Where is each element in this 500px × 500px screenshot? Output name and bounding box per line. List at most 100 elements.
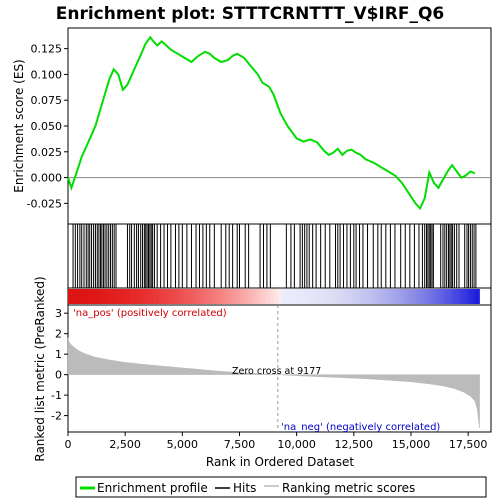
- x-tick-label: 7,500: [224, 438, 256, 451]
- heatbar-segment: [475, 289, 480, 304]
- heatbar-segment: [348, 289, 353, 304]
- x-tick-label: 17,500: [449, 438, 488, 451]
- x-tick-label: 0: [65, 438, 72, 451]
- heatbar-segment: [198, 289, 203, 304]
- heatbar-segment: [228, 289, 233, 304]
- heatbar-segment: [154, 289, 159, 304]
- heatbar-segment: [183, 289, 189, 304]
- heatbar-segment: [131, 289, 136, 304]
- heatbar-segment: [299, 289, 305, 304]
- heatbar-segment: [468, 289, 473, 304]
- heatbar-segment: [142, 289, 147, 304]
- metric-y-tick-label: 0: [55, 369, 62, 382]
- es-y-tick-label: 0.100: [31, 68, 63, 81]
- heatbar-segment: [101, 289, 106, 304]
- x-tick-label: 5,000: [167, 438, 199, 451]
- heatbar-segment: [363, 289, 368, 304]
- es-y-tick-label: 0.025: [31, 146, 63, 159]
- heatbar-segment: [281, 289, 286, 304]
- heatbar-segment: [71, 289, 76, 304]
- annotation-na-neg: 'na_neg' (negatively correlated): [281, 422, 440, 433]
- heatbar-segment: [120, 289, 125, 304]
- heatbar-segment: [393, 289, 398, 304]
- enrichment-panel-frame: [67, 27, 492, 225]
- heatbar-segment: [105, 289, 110, 304]
- heatbar-segment: [127, 289, 132, 304]
- heatbar-segment: [258, 289, 263, 304]
- heatbar-segment: [460, 289, 465, 304]
- heatbar-segment: [464, 289, 469, 304]
- heatbar-segment: [94, 289, 99, 304]
- heatbar-segment: [333, 289, 338, 304]
- heatbar-segment: [292, 289, 297, 304]
- heatbar-segment: [400, 289, 406, 304]
- heatbar-segment: [187, 289, 192, 304]
- heatbar-segment: [344, 289, 349, 304]
- x-tick-label: 15,000: [392, 438, 431, 451]
- heatbar-segment: [262, 289, 267, 304]
- heatbar-segment: [378, 289, 383, 304]
- hits-layer: [72, 224, 477, 288]
- x-tick-label: 12,500: [335, 438, 374, 451]
- heatbar-segment: [408, 289, 413, 304]
- heatbar-segment: [453, 289, 458, 304]
- heatbar-segment: [337, 289, 342, 304]
- heatbar-segment: [423, 289, 428, 304]
- heatbar-segment: [285, 289, 290, 304]
- es-y-tick-label: 0.125: [31, 43, 63, 56]
- heatbar-segment: [311, 289, 316, 304]
- metric-layer: [67, 305, 480, 432]
- heatbar-segment: [172, 289, 177, 304]
- heatbar-segment: [90, 289, 95, 304]
- heatbar-segment: [322, 289, 327, 304]
- x-tick-label: 2,500: [109, 438, 141, 451]
- heatbar-segment: [356, 289, 361, 304]
- es-y-tick-label: 0.000: [31, 172, 63, 185]
- heatbar-segment: [243, 289, 248, 304]
- heatbar-segment: [303, 289, 308, 304]
- heatbar-segment: [116, 289, 121, 304]
- heatbar-segment: [221, 289, 226, 304]
- x-axis-label: Rank in Ordered Dataset: [206, 455, 354, 469]
- heatbar-segment: [240, 289, 245, 304]
- legend-label-enrichment: Enrichment profile: [97, 481, 208, 495]
- heatbar-segment: [146, 289, 151, 304]
- heatbar-segment: [371, 289, 376, 304]
- enrichment-layer: [67, 35, 491, 211]
- heatbar-segment: [449, 289, 454, 304]
- heatbar-segment: [270, 289, 275, 304]
- heatbar-segment: [389, 289, 394, 304]
- heatbar-segment: [307, 289, 312, 304]
- heatbar-segment: [236, 289, 241, 304]
- heatbar-segment: [97, 289, 102, 304]
- heatbar-segment: [404, 289, 409, 304]
- heatbar-segment: [165, 289, 170, 304]
- heatbar-segment: [150, 289, 155, 304]
- heatbar-segment: [247, 289, 252, 304]
- heatbar-segment: [180, 289, 185, 304]
- legend-box: [75, 476, 487, 498]
- heatbar-segment: [225, 289, 230, 304]
- heatbar-segment: [415, 289, 421, 304]
- heatbar-segment: [139, 289, 144, 304]
- heatbar-segment: [195, 289, 200, 304]
- heatbar-segment: [374, 289, 379, 304]
- heatbar-segment: [314, 289, 319, 304]
- heatbar-segment: [232, 289, 237, 304]
- heatbar-segment: [457, 289, 462, 304]
- heatbar-segment: [329, 289, 334, 304]
- heatbar-segment: [445, 289, 450, 304]
- enrichment-profile-line: [67, 35, 476, 211]
- heatbar-segment: [397, 289, 402, 304]
- x-tick-label: 10,000: [277, 438, 316, 451]
- heatbar-segment: [206, 289, 211, 304]
- heatbar-segment: [191, 289, 196, 304]
- ranking-metric-area: [67, 337, 480, 428]
- metric-y-tick-label: 3: [55, 307, 62, 320]
- es-y-axis-label: Enrichment score (ES): [12, 59, 26, 192]
- heatbar-segment: [386, 289, 391, 304]
- metric-y-tick-label: 2: [55, 328, 62, 341]
- heatbar-segment: [157, 289, 162, 304]
- heatbar-segment: [202, 289, 207, 304]
- heatbar-segment: [367, 289, 372, 304]
